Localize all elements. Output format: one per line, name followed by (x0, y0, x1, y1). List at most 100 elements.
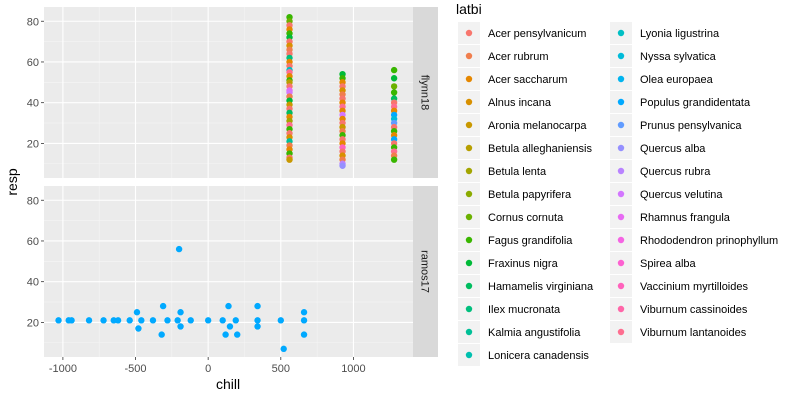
data-point (159, 302, 167, 310)
data-point (254, 323, 261, 330)
legend-label: Alnus incana (488, 97, 552, 109)
legend-item: Betula lenta (458, 160, 547, 182)
legend-label: Viburnum cassinoides (640, 304, 748, 316)
data-point (177, 309, 184, 316)
legend-label: Betula lenta (488, 166, 547, 178)
legend-item: Viburnum lantanoides (610, 321, 747, 343)
data-point (390, 83, 398, 90)
legend-marker (465, 305, 473, 313)
legend-item: Lonicera canadensis (458, 344, 589, 366)
data-point (85, 317, 93, 324)
data-point (390, 89, 398, 96)
legend-item: Quercus alba (610, 137, 706, 159)
data-point (222, 331, 229, 338)
data-point (339, 162, 346, 169)
legend-item: Nyssa sylvatica (610, 45, 717, 67)
legend-label: Cornus cornuta (488, 212, 564, 224)
legend-marker (465, 121, 473, 129)
legend-label: Lonicera canadensis (488, 350, 589, 362)
legend-item: Fraxinus nigra (458, 252, 559, 274)
data-point (300, 331, 308, 338)
legend-marker (465, 282, 473, 290)
data-point (390, 66, 398, 74)
data-point (232, 317, 239, 324)
data-point (277, 317, 284, 324)
legend-label: Prunus pensylvanica (640, 120, 742, 132)
data-point (175, 245, 183, 253)
data-point (280, 345, 287, 353)
legend: latbi Acer pensylvanicum Acer rubrum Acer … (456, 1, 778, 366)
data-point (225, 302, 232, 310)
legend-item: Cornus cornuta (458, 206, 564, 228)
x-tick-label: 1000 (341, 363, 365, 375)
x-axis-label: chill (216, 376, 240, 392)
legend-item: Acer rubrum (458, 45, 549, 67)
x-tick-label: -500 (125, 363, 147, 375)
facet-panels: 20 40 60 80 flynn18 20 40 60 80 ramos17 -1000 -500 0… (27, 7, 438, 375)
y-tick-label: 20 (27, 138, 39, 150)
y-tick-label: 80 (27, 16, 39, 28)
legend-marker (617, 98, 625, 106)
data-point (219, 317, 226, 324)
data-point (300, 309, 308, 316)
legend-item: Hamamelis virginiana (458, 275, 594, 297)
facet-strip (413, 7, 438, 178)
legend-label: Betula alleghaniensis (488, 143, 592, 155)
legend-item: Lyonia ligustrina (610, 22, 720, 44)
legend-marker (617, 328, 625, 336)
legend-item: Ilex mucronata (458, 298, 561, 320)
facet-panel-ramos17: 20 40 60 80 ramos17 (27, 186, 438, 357)
legend-marker (465, 29, 473, 37)
data-point (126, 317, 133, 324)
legend-marker (617, 52, 625, 60)
y-tick-label: 60 (27, 57, 39, 69)
y-tick-label: 80 (27, 195, 39, 207)
legend-marker (465, 144, 473, 152)
legend-item: Aronia melanocarpa (458, 114, 587, 136)
legend-item: Prunus pensylvanica (610, 114, 742, 136)
y-tick-label: 40 (27, 98, 39, 110)
legend-item: Betula papyrifera (458, 183, 572, 205)
legend-label: Ilex mucronata (488, 304, 561, 316)
legend-label: Nyssa sylvatica (640, 51, 717, 63)
legend-marker (465, 167, 473, 175)
legend-marker (617, 29, 625, 37)
data-point (138, 317, 145, 324)
data-point (390, 75, 398, 82)
legend-label: Olea europaea (640, 74, 714, 86)
legend-label: Rhododendron prinophyllum (640, 235, 778, 247)
legend-item: Acer pensylvanicum (458, 22, 586, 44)
data-point (149, 317, 157, 324)
legend-item: Betula alleghaniensis (458, 137, 592, 159)
legend-label: Kalmia angustifolia (488, 327, 581, 339)
legend-item: Alnus incana (458, 91, 552, 113)
x-tick-label: 0 (205, 363, 211, 375)
legend-label: Quercus alba (640, 143, 706, 155)
data-point (174, 317, 181, 324)
y-tick-label: 40 (27, 277, 39, 289)
legend-marker (465, 328, 473, 336)
data-point (234, 331, 241, 338)
data-point (226, 323, 234, 330)
legend-item: Olea europaea (610, 68, 714, 90)
data-point (68, 317, 75, 324)
legend-marker (617, 75, 625, 83)
legend-marker (465, 213, 473, 221)
legend-marker (617, 259, 625, 267)
legend-label: Spirea alba (640, 258, 697, 270)
legend-label: Populus grandidentata (640, 97, 751, 109)
legend-item: Kalmia angustifolia (458, 321, 581, 343)
data-point (254, 317, 261, 324)
legend-item: Populus grandidentata (610, 91, 751, 113)
facet-strip-label: ramos17 (419, 250, 431, 293)
data-point (187, 317, 194, 324)
data-point (300, 317, 308, 324)
legend-label: Acer rubrum (488, 51, 549, 63)
y-tick-label: 60 (27, 236, 39, 248)
x-tick-label: -1000 (49, 363, 77, 375)
panel-background (44, 7, 413, 178)
y-axis-label: resp (4, 168, 20, 195)
legend-title: latbi (456, 1, 482, 17)
